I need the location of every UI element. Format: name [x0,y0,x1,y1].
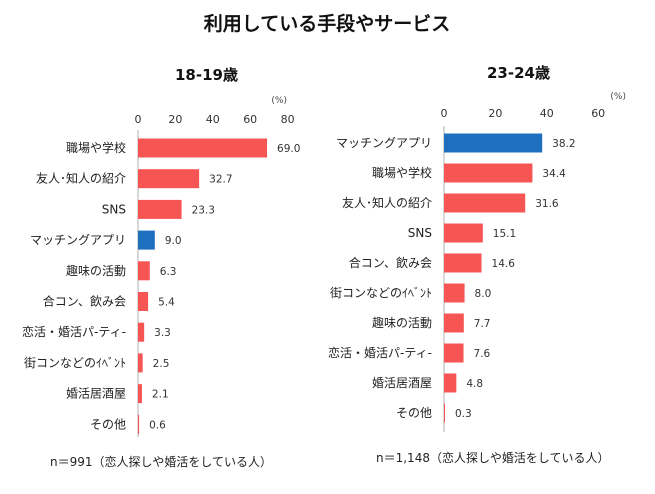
value-label: 6.3 [160,266,177,278]
category-label: 友人･知人の紹介 [342,196,432,210]
value-label: 34.4 [542,168,566,180]
category-label: 街コンなどのｲﾍﾞﾝﾄ [330,286,432,300]
value-label: 7.7 [474,318,491,330]
sample-note: n＝991（恋人探しや婚活をしている人） [50,454,272,469]
category-label: 婚活居酒屋 [372,376,432,390]
category-label: 街コンなどのｲﾍﾞﾝﾄ [24,356,126,370]
bar [138,169,200,189]
bar [444,403,445,423]
value-label: 4.8 [466,378,483,390]
value-label: 69.0 [277,143,300,155]
category-label: 婚活居酒屋 [66,387,126,401]
value-label: 9.0 [165,235,182,247]
category-label: 合コン、飲み会 [43,294,126,309]
x-tick-label: 0 [135,113,142,126]
bar [444,253,482,273]
value-label: 38.2 [552,138,575,150]
bar [138,261,150,281]
bar [444,313,464,333]
bar-highlight [444,133,543,153]
category-label: 職場や学校 [372,165,432,180]
value-label: 8.0 [475,288,492,300]
bar [138,353,143,373]
category-label: 恋活・婚活パ-ティ- [328,345,432,360]
chart-panel-2: 23-24歳 (%) 0 20 40 60 マッチングアプリ 38.2 職場や学校 34.4 友人･… [328,64,626,465]
x-tick-label: 20 [168,113,182,126]
bar [138,384,142,404]
value-label: 0.3 [455,408,472,420]
value-label: 15.1 [493,228,516,240]
value-label: 31.6 [535,198,559,210]
category-label: 趣味の活動 [66,263,126,278]
bar [138,322,145,342]
panel-title: 18-19歳 [175,66,238,84]
category-label: その他 [90,417,126,431]
category-label: マッチングアプリ [336,136,432,150]
value-label: 3.3 [154,327,171,339]
x-tick-label: 60 [243,113,257,126]
unit-label: (%) [610,92,626,102]
panel-title: 23-24歳 [487,64,550,82]
x-tick-label: 20 [488,107,502,120]
value-label: 32.7 [209,174,232,186]
chart-panel-1: 18-19歳 (%) 0 20 40 60 80 職場や学校 69.0 友人･知人の紹介 32.7 S… [22,66,300,469]
bar [444,163,533,183]
value-label: 2.5 [153,358,170,370]
value-label: 0.6 [149,419,166,431]
bar [444,223,483,243]
value-label: 14.6 [492,258,516,270]
x-tick-label: 60 [591,107,605,120]
value-label: 7.6 [474,348,491,360]
unit-label: (%) [271,96,287,106]
sample-note: n＝1,148（恋人探しや婚活をしている人） [376,450,609,465]
category-label: 趣味の活動 [372,315,432,330]
category-label: 職場や学校 [66,140,126,155]
value-label: 2.1 [152,389,169,401]
bar [444,343,464,363]
category-label: マッチングアプリ [30,233,126,247]
category-label: 恋活・婚活パ-ティ- [22,324,126,339]
category-label: SNS [408,226,432,240]
value-label: 5.4 [158,297,175,309]
bar [138,199,182,219]
value-label: 23.3 [192,204,215,216]
category-label: SNS [102,202,126,216]
figure-title: 利用している手段やサービス [204,12,450,35]
x-tick-label: 40 [540,107,554,120]
x-tick-label: 0 [441,107,448,120]
category-label: 友人･知人の紹介 [36,172,126,186]
bar [444,373,457,393]
bar-highlight [138,230,155,250]
bar [138,292,149,311]
x-tick-label: 40 [206,113,220,126]
bar [444,193,526,213]
bar [138,414,140,434]
bar [138,138,268,158]
category-label: その他 [396,406,432,420]
x-tick-label: 80 [281,113,295,126]
category-label: 合コン、飲み会 [349,255,432,270]
bar [444,283,465,303]
